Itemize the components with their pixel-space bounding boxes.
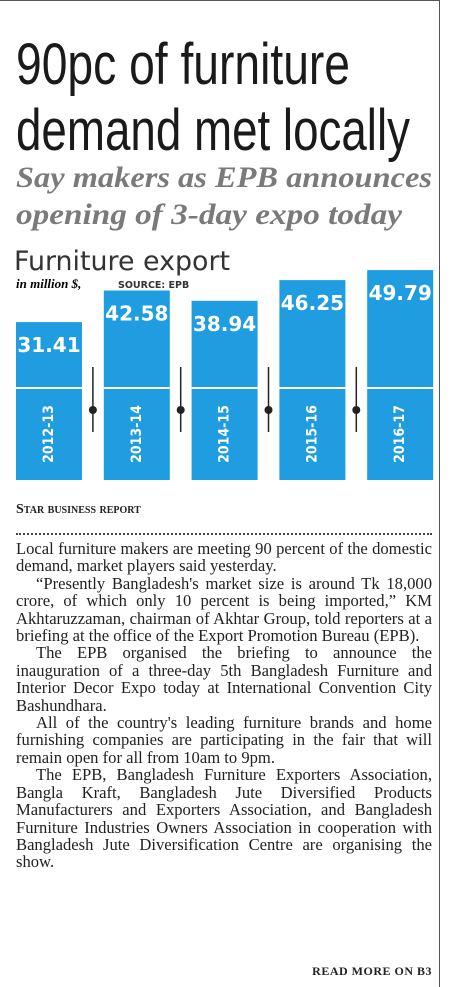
headline: 90pc of furniture — [16, 32, 350, 97]
subheadline: opening of 3-day expo today — [16, 198, 403, 231]
data-label: 46.25 — [281, 291, 344, 315]
header-and-chart: 90pc of furniture demand met locally Say… — [14, 32, 434, 480]
byline: STAR BUSINESS REPORT — [16, 502, 141, 517]
paragraph: The EPB, Bangladesh Furniture Exporters … — [16, 765, 432, 872]
x-tick-label: 2014-15 — [217, 405, 233, 463]
read-more: READ MORE ON B3 — [312, 964, 432, 978]
subheadline: Say makers as EPB announces — [16, 161, 432, 194]
data-label: 38.94 — [193, 312, 256, 336]
divider-dot — [264, 406, 273, 414]
x-tick-label: 2012-13 — [41, 405, 57, 463]
bar — [367, 270, 434, 480]
x-tick-label: 2013-14 — [129, 405, 145, 463]
data-label: 42.58 — [105, 301, 168, 325]
paragraph: The EPB organised the briefing to announ… — [16, 643, 432, 715]
x-tick-label: 2016-17 — [392, 405, 408, 463]
bar — [279, 280, 346, 480]
chart-source: SOURCE: EPB — [118, 280, 189, 291]
bar — [16, 322, 82, 480]
bar — [191, 300, 258, 480]
divider-dot — [88, 406, 97, 414]
paragraph: All of the country's leading furniture b… — [16, 713, 432, 767]
data-label: 49.79 — [369, 281, 432, 305]
x-tick-label: 2015-16 — [304, 405, 320, 463]
divider-dot — [176, 406, 185, 414]
divider-dot — [352, 406, 361, 414]
paragraph: “Presently Bangladesh's market size is a… — [16, 573, 432, 646]
frame — [0, 0, 440, 987]
chart-title: Furniture export — [14, 246, 230, 277]
headline: demand met locally — [16, 98, 410, 163]
data-label: 31.41 — [17, 333, 80, 357]
chart-subtitle: in million $, — [16, 276, 81, 291]
paragraph: Local furniture makers are meeting 90 pe… — [16, 539, 432, 576]
divider — [16, 533, 432, 535]
article-body: Local furniture makers are meeting 90 pe… — [16, 540, 432, 871]
bar — [103, 290, 170, 480]
